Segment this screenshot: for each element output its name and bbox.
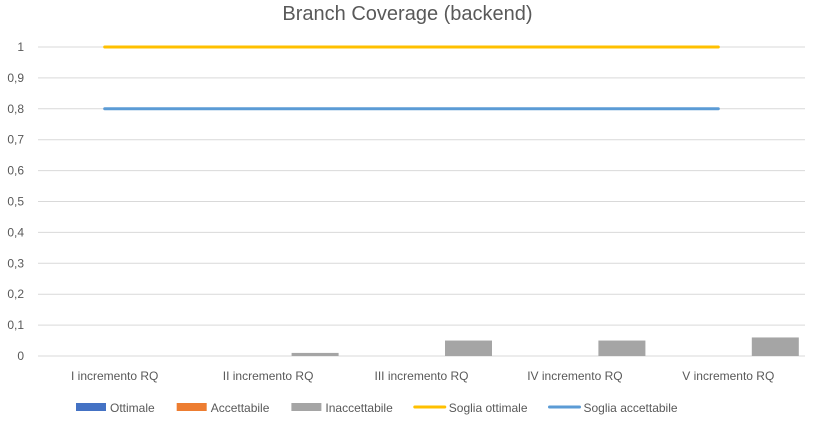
- y-tick-label: 0,2: [7, 287, 24, 301]
- x-tick-label: III incremento RQ: [374, 369, 468, 383]
- y-tick-label: 0,4: [7, 225, 24, 239]
- legend-item: Soglia ottimale: [413, 401, 528, 415]
- legend-item: Inaccettabile: [291, 401, 393, 415]
- legend-swatch: [291, 403, 322, 411]
- bar: [598, 340, 646, 356]
- x-tick-label: V incremento RQ: [682, 369, 774, 383]
- legend-label: Ottimale: [110, 401, 155, 415]
- legend-label: Accettabile: [211, 401, 270, 415]
- y-tick-label: 0,3: [7, 256, 24, 270]
- y-tick-label: 0,7: [7, 133, 24, 147]
- x-tick-label: I incremento RQ: [71, 369, 158, 383]
- legend-label: Soglia ottimale: [449, 401, 528, 415]
- y-tick-label: 0,8: [7, 102, 24, 116]
- legend-item: Soglia accettabile: [548, 401, 678, 415]
- legend-item: Ottimale: [76, 401, 155, 415]
- bar: [445, 340, 492, 356]
- legend-label: Inaccettabile: [325, 401, 393, 415]
- y-tick-label: 0,1: [7, 318, 24, 332]
- chart-title: Branch Coverage (backend): [282, 3, 533, 25]
- y-tick-label: 0,5: [7, 195, 24, 209]
- y-tick-label: 0,6: [7, 164, 24, 178]
- x-tick-label: IV incremento RQ: [527, 369, 622, 383]
- legend-item: Accettabile: [176, 401, 270, 415]
- y-tick-label: 0: [17, 349, 24, 363]
- legend-swatch: [76, 403, 106, 411]
- legend-swatch: [176, 403, 207, 411]
- legend-label: Soglia accettabile: [584, 401, 678, 415]
- bar: [291, 352, 339, 356]
- y-tick-label: 1: [17, 40, 24, 54]
- bar: [751, 337, 799, 356]
- x-tick-label: II incremento RQ: [223, 369, 314, 383]
- y-tick-label: 0,9: [7, 71, 24, 85]
